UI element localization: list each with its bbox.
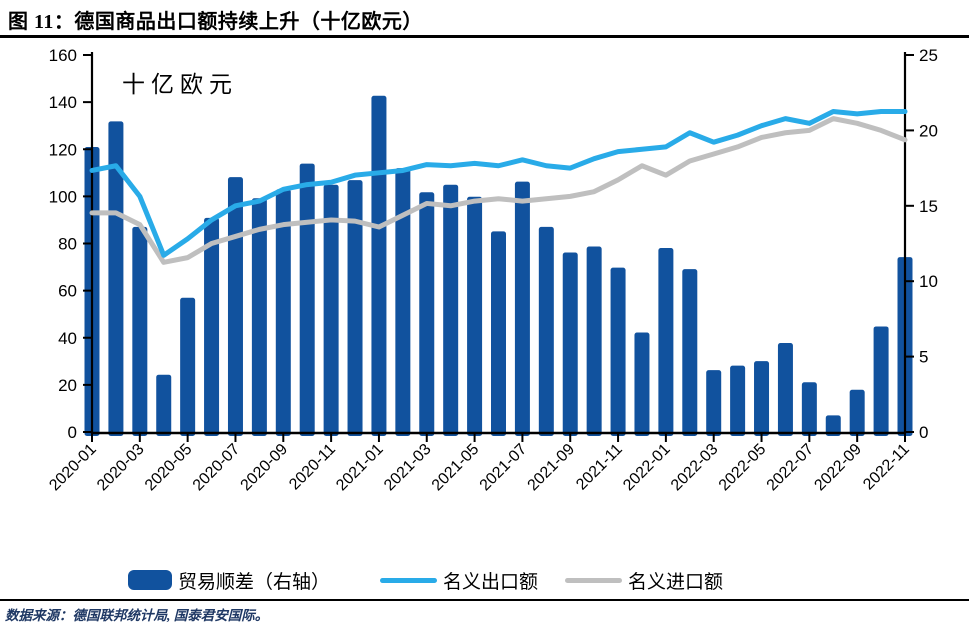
trade-surplus-bar xyxy=(754,361,770,436)
trade-surplus-bar xyxy=(227,177,243,436)
title-underline xyxy=(0,35,969,38)
x-axis-tick-label: 2021-01 xyxy=(333,441,387,495)
trade-surplus-bar xyxy=(299,163,315,436)
exports-line xyxy=(89,109,908,258)
trade-surplus-bar xyxy=(180,297,196,436)
left-axis-tick-label: 160 xyxy=(49,46,77,65)
right-axis-tick-label: 0 xyxy=(919,423,928,442)
trade-surplus-bar xyxy=(610,267,626,436)
left-axis-tick-label: 40 xyxy=(58,329,77,348)
imports-line xyxy=(89,116,908,265)
right-axis-tick-label: 5 xyxy=(919,348,928,367)
x-axis-tick-label: 2020-03 xyxy=(94,441,148,495)
trade-surplus-bar xyxy=(514,181,530,436)
x-axis-tick-label: 2021-07 xyxy=(477,441,531,495)
legend-label-imports: 名义进口额 xyxy=(628,571,724,593)
trade-surplus-bar xyxy=(204,217,220,436)
trade-surplus-bar xyxy=(347,180,363,436)
imports-line-swatch-icon xyxy=(565,577,623,583)
trade-surplus-bar xyxy=(251,198,267,436)
bar-swatch-icon xyxy=(128,570,172,590)
trade-surplus-bar xyxy=(491,231,506,436)
footer-divider xyxy=(0,599,969,601)
right-axis-tick-label: 15 xyxy=(919,197,938,216)
unit-annotation: 十亿欧元 xyxy=(122,72,238,97)
trade-surplus-bar xyxy=(275,189,291,436)
trade-surplus-bar xyxy=(682,269,698,436)
data-source-note: 数据来源：德国联邦统计局, 国泰君安国际。 xyxy=(5,608,269,623)
x-axis-tick-label: 2020-07 xyxy=(190,441,244,495)
x-axis-tick-label: 2022-11 xyxy=(860,441,913,494)
left-axis-tick-label: 80 xyxy=(58,235,77,254)
legend-label-exports: 名义出口额 xyxy=(443,571,539,593)
x-axis-tick-label: 2022-09 xyxy=(811,441,865,495)
trade-surplus-bar xyxy=(132,226,148,436)
trade-surplus-bar xyxy=(849,389,865,436)
trade-surplus-bar xyxy=(801,382,817,436)
left-axis-tick-label: 0 xyxy=(68,423,77,442)
exports-line-swatch-icon xyxy=(380,577,438,583)
trade-surplus-bar xyxy=(586,246,602,436)
legend-item-exports: 名义出口额 xyxy=(380,567,538,594)
trade-surplus-bar xyxy=(730,365,746,436)
right-axis-tick-label: 20 xyxy=(919,121,938,140)
right-axis-tick-label: 10 xyxy=(919,272,938,291)
left-axis-tick-label: 140 xyxy=(49,93,77,112)
x-axis-tick-label: 2021-11 xyxy=(573,441,626,494)
trade-surplus-bar xyxy=(467,196,483,436)
trade-surplus-bar xyxy=(562,252,578,436)
legend-label-trade-surplus: 贸易顺差（右轴） xyxy=(178,571,331,593)
x-axis-tick-label: 2020-11 xyxy=(286,441,339,494)
trade-surplus-bar xyxy=(658,248,674,436)
x-axis-tick-label: 2020-09 xyxy=(238,441,292,495)
left-axis-tick-label: 60 xyxy=(58,282,77,301)
trade-surplus-bar xyxy=(419,192,435,436)
left-axis-tick-label: 120 xyxy=(49,140,77,159)
x-axis-tick-label: 2021-09 xyxy=(525,441,579,495)
x-axis-tick-label: 2022-07 xyxy=(764,441,818,495)
trade-surplus-bar xyxy=(825,415,841,436)
page-title: 图 11：德国商品出口额持续上升（十亿欧元） xyxy=(8,11,423,33)
trade-surplus-bar xyxy=(156,374,172,436)
left-axis-tick-label: 20 xyxy=(58,376,77,395)
chart-canvas: 02040608010012014016005101520252020-0120… xyxy=(46,46,938,495)
left-axis-tick-label: 100 xyxy=(49,187,77,206)
x-axis-tick-label: 2022-01 xyxy=(620,441,674,495)
x-axis-tick-label: 2020-01 xyxy=(46,441,100,495)
legend-item-trade-surplus: 贸易顺差（右轴） xyxy=(128,567,330,594)
right-axis-tick-label: 25 xyxy=(919,46,938,65)
trade-surplus-bar xyxy=(323,184,339,436)
trade-surplus-bar xyxy=(873,326,889,436)
legend-item-imports: 名义进口额 xyxy=(565,567,723,594)
x-axis-tick-label: 2020-05 xyxy=(142,441,196,495)
x-axis-tick-label: 2022-03 xyxy=(668,441,722,495)
chart-legend: 贸易顺差（右轴） 名义出口额 名义进口额 xyxy=(0,560,969,600)
trade-surplus-bar xyxy=(371,95,387,436)
x-axis-tick-label: 2022-05 xyxy=(716,441,770,495)
trade-surplus-bar xyxy=(777,343,793,436)
trade-surplus-bar xyxy=(706,370,722,436)
trade-surplus-bar xyxy=(634,332,650,436)
trade-surplus-bar xyxy=(108,121,124,437)
trade-surplus-bar xyxy=(395,168,411,436)
trade-surplus-bar xyxy=(538,226,554,436)
trade-surplus-bar xyxy=(443,184,459,436)
x-axis-tick-label: 2021-03 xyxy=(381,441,435,495)
x-axis-tick-label: 2021-05 xyxy=(429,441,483,495)
